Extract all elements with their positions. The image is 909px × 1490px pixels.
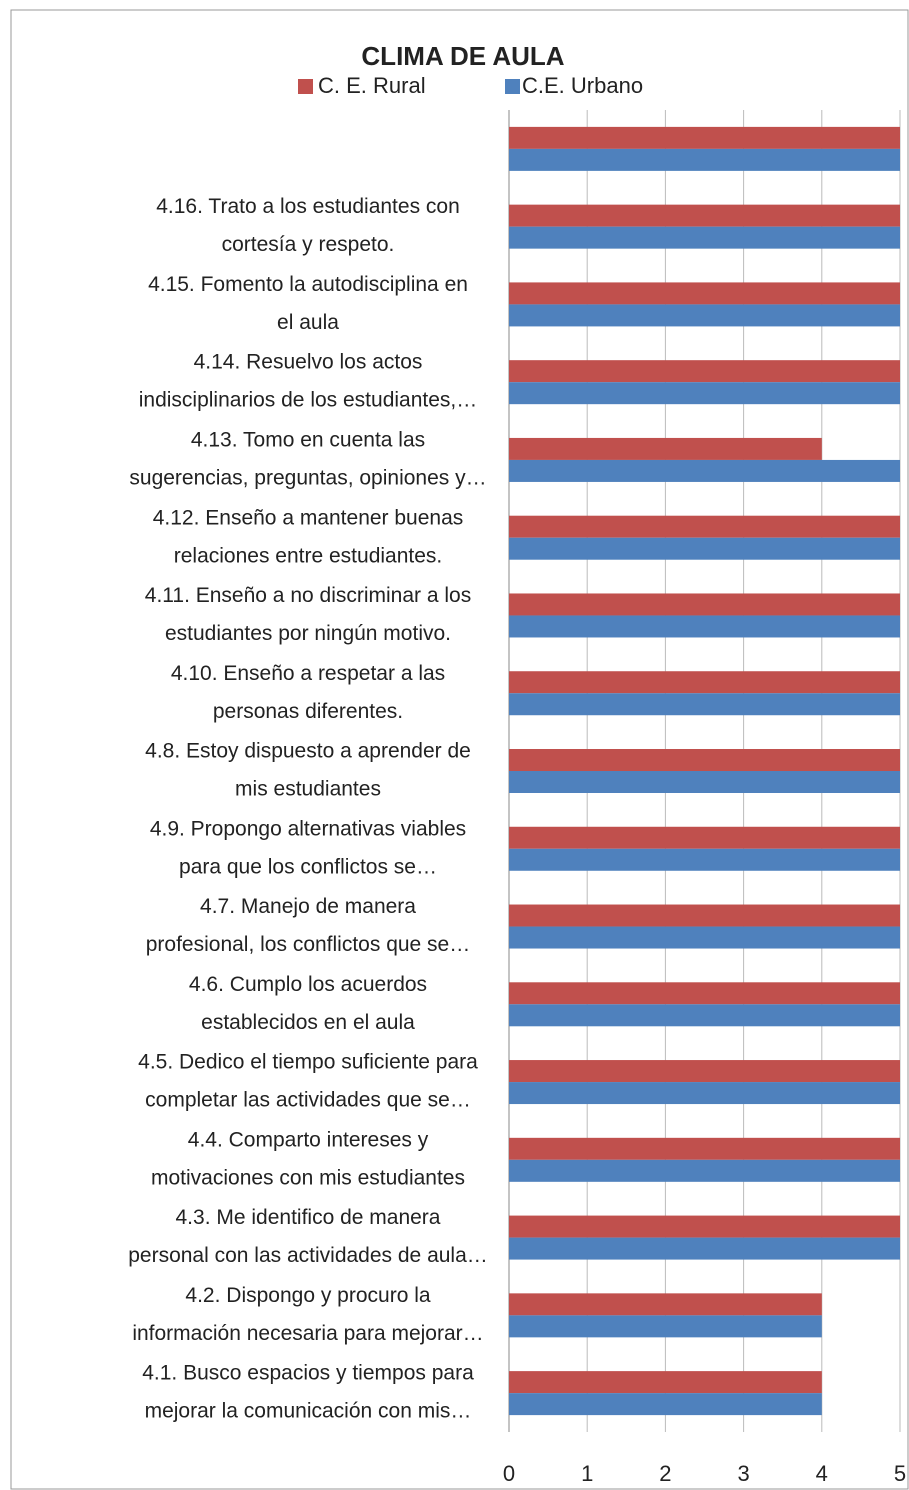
bar (509, 148, 900, 171)
y-tick-label: motivaciones con mis estudiantes (151, 1166, 465, 1189)
y-tick-label: establecidos en el aula (201, 1011, 415, 1034)
y-tick-label: indisciplinarios de los estudiantes,… (139, 389, 478, 412)
bar (509, 382, 900, 405)
bar (509, 1137, 900, 1160)
y-tick-label: relaciones entre estudiantes. (174, 544, 443, 567)
y-tick-label: 4.10. Enseño a respetar a las (171, 662, 445, 685)
bar (509, 437, 822, 460)
bar (509, 848, 900, 871)
bar (509, 771, 900, 793)
y-tick-label: 4.16. Trato a los estudiantes con (156, 195, 460, 218)
y-tick-label: 4.9. Propongo alternativas viables (150, 817, 466, 840)
y-tick-label: personas diferentes. (213, 700, 403, 723)
bar (509, 537, 900, 560)
y-tick-label: 4.2. Dispongo y procuro la (185, 1284, 430, 1307)
y-tick-label: 4.15. Fomento la autodisciplina en (148, 273, 468, 296)
y-tick-label: 4.13. Tomo en cuenta las (191, 428, 425, 451)
bar (509, 671, 900, 694)
y-tick-label: mis estudiantes (235, 778, 381, 801)
bar (509, 1237, 900, 1260)
bar (509, 593, 900, 616)
bar (509, 1315, 822, 1338)
bar (509, 126, 900, 149)
legend-label: C. E. Rural (318, 73, 426, 98)
bar (509, 926, 900, 949)
bar (509, 693, 900, 716)
y-tick-label: 4.11. Enseño a no discriminar a los (145, 584, 471, 607)
bar (509, 1060, 900, 1083)
bar (509, 615, 900, 638)
y-tick-label: el aula (277, 311, 339, 334)
y-tick-label: 4.1. Busco espacios y tiempos para (142, 1362, 474, 1385)
x-tick-label: 1 (581, 1461, 593, 1486)
y-tick-label: 4.14. Resuelvo los actos (194, 351, 423, 374)
y-tick-label: 4.5. Dedico el tiempo suficiente para (138, 1051, 478, 1074)
x-tick-label: 5 (894, 1461, 906, 1486)
x-tick-label: 2 (659, 1461, 671, 1486)
y-tick-label: 4.12. Enseño a mantener buenas (153, 506, 464, 529)
y-tick-label: 4.3. Me identifico de manera (176, 1206, 441, 1229)
legend-label: C.E. Urbano (522, 73, 643, 98)
chart-title: CLIMA DE AULA (361, 41, 564, 71)
bar (509, 515, 900, 538)
bar (509, 982, 900, 1005)
bar (509, 826, 900, 849)
bar (509, 282, 900, 305)
y-tick-label: información necesaria para mejorar… (132, 1322, 483, 1345)
bar (509, 360, 900, 383)
bar (509, 1393, 822, 1416)
bar (509, 1215, 900, 1238)
y-tick-label: estudiantes por ningún motivo. (165, 622, 451, 645)
bar (509, 204, 900, 227)
y-tick-label: para que los conflictos se… (179, 855, 437, 878)
y-tick-label: profesional, los conflictos que se… (146, 933, 471, 956)
y-tick-label: 4.4. Comparto intereses y (188, 1128, 429, 1151)
x-tick-label: 0 (503, 1461, 515, 1486)
x-tick-label: 4 (816, 1461, 828, 1486)
bar (509, 1293, 822, 1316)
y-tick-label: personal con las actividades de aula… (128, 1244, 488, 1267)
y-tick-label: sugerencias, preguntas, opiniones y… (129, 466, 486, 489)
bar (509, 1371, 822, 1394)
frame (10, 9, 909, 1490)
bar (509, 904, 900, 927)
y-tick-label: completar las actividades que se… (145, 1089, 471, 1112)
bar (509, 459, 900, 482)
y-tick-label: 4.7. Manejo de manera (200, 895, 416, 918)
legend-swatch (505, 79, 520, 94)
legend-swatch (298, 79, 313, 94)
x-tick-label: 3 (737, 1461, 749, 1486)
y-tick-label: 4.8. Estoy dispuesto a aprender de (145, 740, 471, 763)
y-tick-label: mejorar la comunicación con mis… (145, 1400, 472, 1423)
bar (509, 226, 900, 249)
bar (509, 1082, 900, 1105)
bar (509, 304, 900, 327)
bar (509, 749, 900, 771)
bar (509, 1159, 900, 1182)
y-tick-label: cortesía y respeto. (222, 233, 395, 256)
bar (509, 1004, 900, 1027)
y-tick-label: 4.6. Cumplo los acuerdos (189, 973, 427, 996)
